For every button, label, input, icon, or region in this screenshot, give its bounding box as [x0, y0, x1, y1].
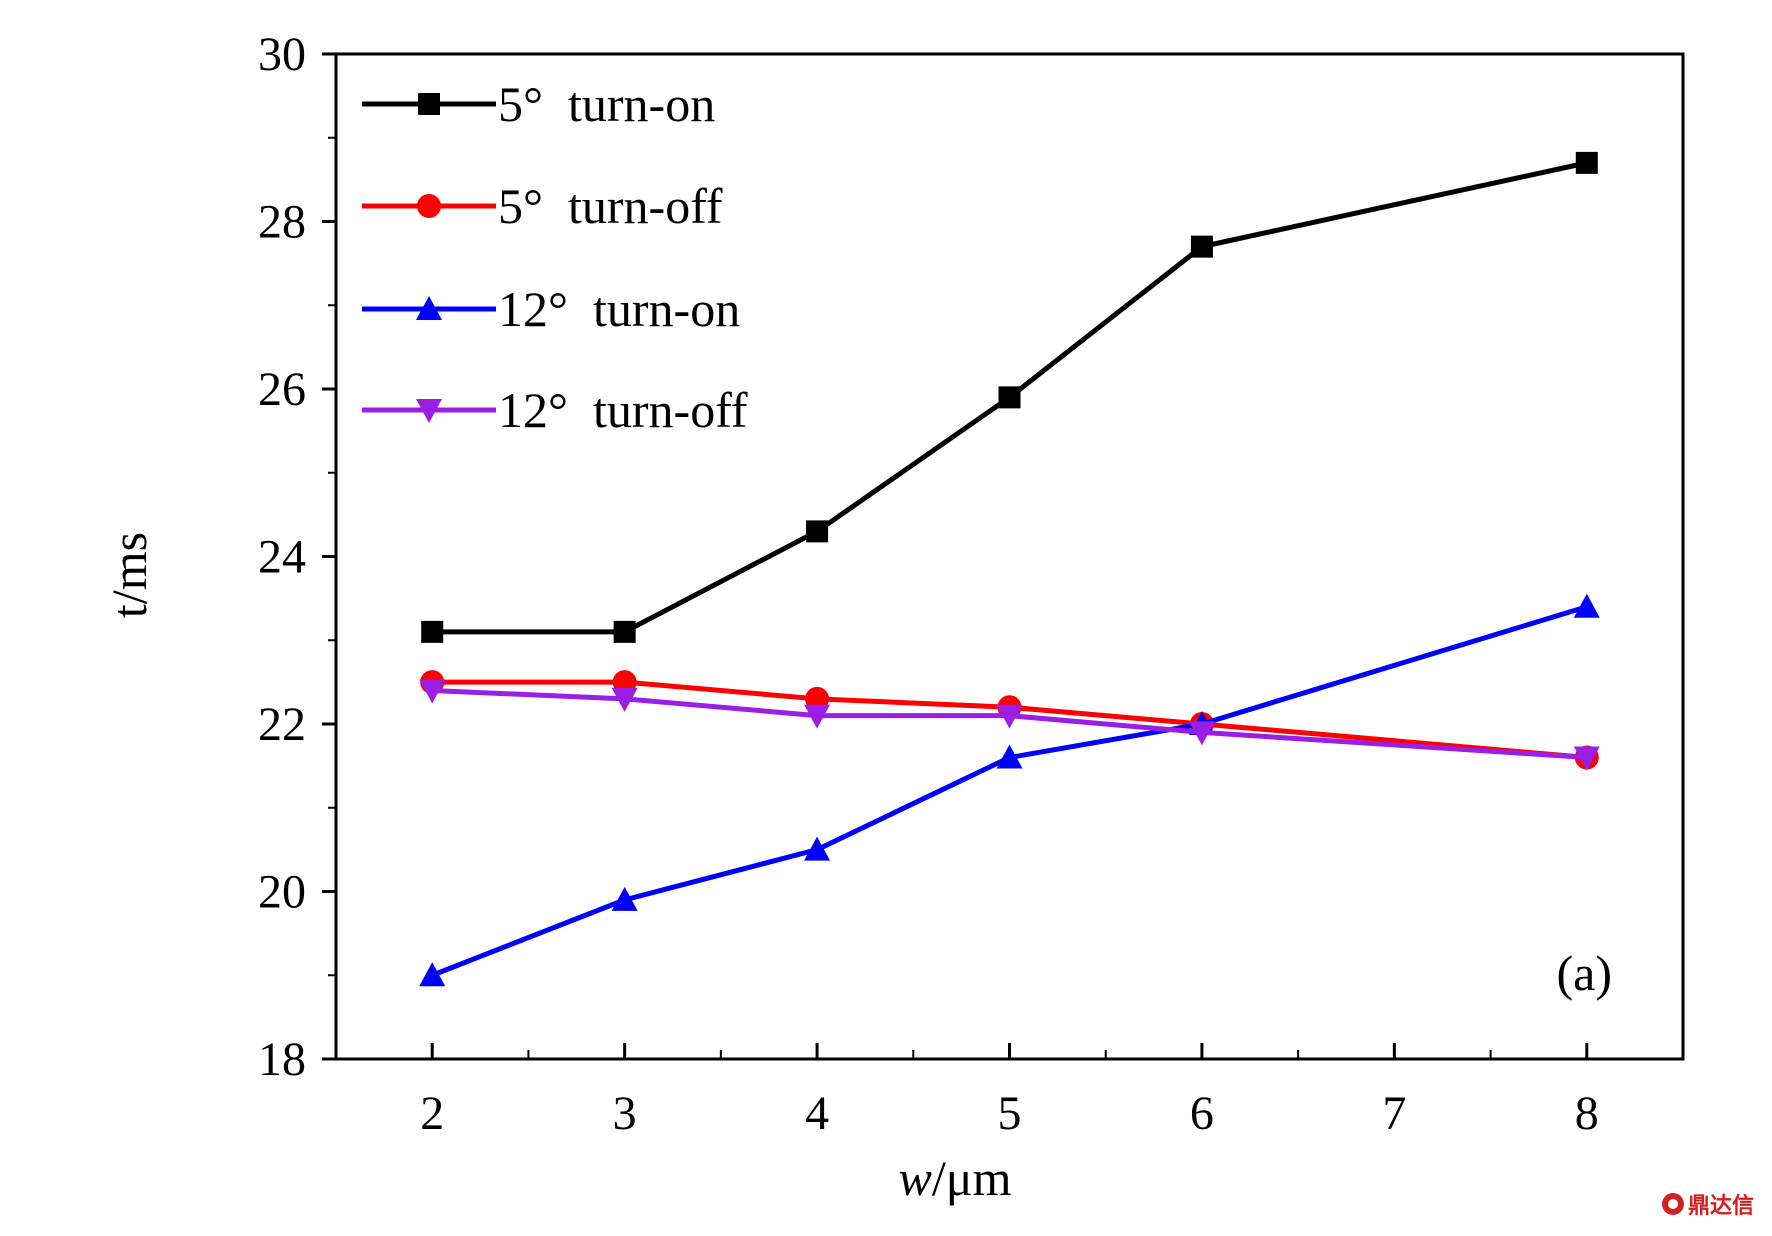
series-3	[419, 593, 1600, 987]
x-axis-title: w/μm	[899, 1150, 1012, 1206]
y-tick-label: 28	[258, 196, 306, 249]
x-tick-label: 3	[613, 1087, 637, 1140]
y-tick-label: 26	[258, 363, 306, 416]
x-tick-label: 6	[1190, 1087, 1214, 1140]
x-tick-label: 5	[998, 1087, 1022, 1140]
y-tick-label: 30	[258, 28, 306, 81]
legend-item: 12° turn-on	[362, 281, 740, 337]
x-axis-title-variable: w	[899, 1150, 932, 1206]
legend-label: 5° turn-off	[498, 178, 723, 234]
legend-label: 5° turn-on	[498, 76, 715, 132]
data-point	[1575, 151, 1598, 174]
data-point	[804, 704, 831, 729]
data-point	[1188, 721, 1215, 746]
data-point	[611, 886, 638, 911]
data-point	[1190, 235, 1213, 258]
legend-label: 12° turn-off	[498, 382, 748, 438]
legend: 5° turn-on 5° turn-off 12° turn-on 12° turn…	[362, 76, 748, 438]
series-line	[431, 604, 1588, 978]
data-point	[611, 687, 638, 712]
series-line	[432, 688, 1587, 760]
x-tick-label: 2	[420, 1087, 444, 1140]
series-line	[432, 679, 1588, 760]
x-tick-label: 8	[1575, 1087, 1599, 1140]
series-1	[421, 151, 1598, 643]
data-point	[419, 962, 446, 987]
data-point	[804, 836, 831, 861]
data-point	[421, 620, 444, 643]
x-axis-title-unit: /μm	[932, 1150, 1012, 1206]
panel-label: (a)	[1557, 945, 1613, 1001]
series-layer	[419, 151, 1600, 987]
y-tick-label: 22	[258, 698, 306, 751]
series-4	[419, 679, 1600, 771]
data-point	[613, 620, 636, 643]
legend-label: 12° turn-on	[498, 281, 740, 337]
x-axis: 2 3 4 5 6 7 8	[420, 1043, 1599, 1140]
data-point	[998, 386, 1021, 409]
data-point	[996, 744, 1023, 769]
legend-marker	[418, 93, 440, 115]
y-axis: 18 20 22 24 26 28 30	[258, 28, 336, 1086]
data-point	[1573, 746, 1600, 771]
y-tick-label: 20	[258, 866, 306, 919]
watermark: 鼎达信	[1661, 1188, 1754, 1220]
legend-item: 5° turn-on	[362, 76, 715, 132]
legend-marker	[417, 194, 441, 218]
data-point	[419, 679, 446, 704]
watermark-text: 鼎达信	[1687, 1194, 1754, 1219]
x-tick-label: 7	[1382, 1087, 1406, 1140]
logo-icon	[1661, 1193, 1684, 1215]
x-tick-label: 4	[805, 1087, 829, 1140]
legend-marker	[416, 399, 442, 423]
y-axis-title: t/ms	[101, 532, 157, 618]
legend-marker	[416, 296, 442, 320]
legend-item: 5° turn-off	[362, 178, 723, 234]
series-line	[432, 160, 1588, 635]
y-tick-label: 24	[258, 531, 306, 584]
data-point	[1573, 593, 1600, 618]
y-tick-label: 18	[258, 1033, 306, 1086]
legend-item: 12° turn-off	[362, 382, 748, 438]
data-point	[806, 520, 829, 543]
data-point	[996, 704, 1023, 729]
